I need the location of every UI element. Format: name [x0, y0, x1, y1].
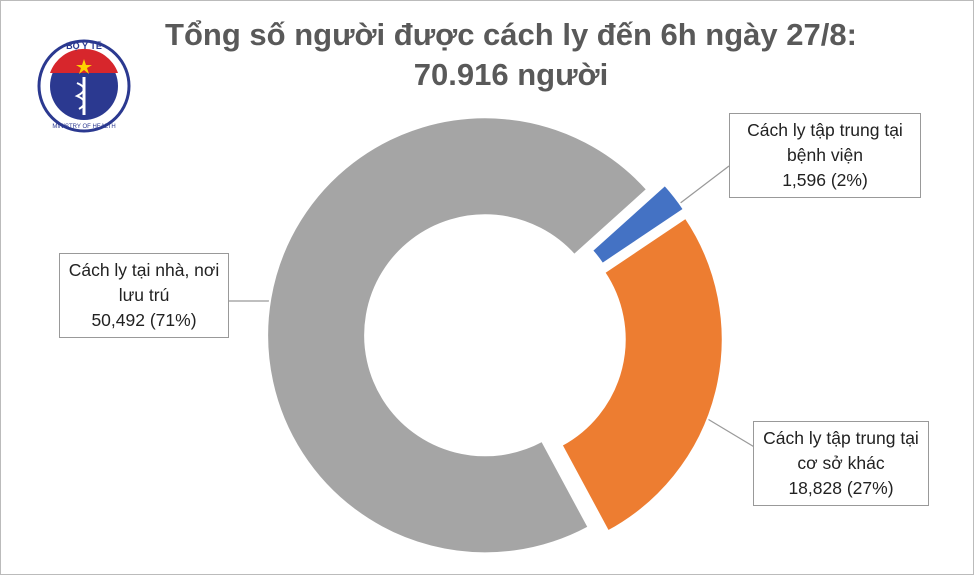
logo-bottom-text: MINISTRY OF HEALTH	[52, 124, 115, 130]
category-name: Cách ly tại nhà, nơi lưu trú	[68, 260, 220, 305]
donut-slice	[266, 116, 649, 555]
logo: BỘ Y TẾ MINISTRY OF HEALTH	[37, 39, 131, 133]
slice-label: Cách ly tập trung tại bệnh viện 1,596 (2%…	[729, 113, 921, 198]
logo-top-text: BỘ Y TẾ	[66, 40, 102, 51]
category-name: Cách ly tập trung tại cơ sở khác	[763, 428, 919, 473]
value-label: 50,492 (71%)	[91, 310, 197, 330]
category-name: Cách ly tập trung tại bệnh viện	[747, 120, 903, 165]
chart-title: Tổng số người được cách ly đến 6h ngày 2…	[165, 17, 857, 92]
slice-label: Cách ly tập trung tại cơ sở khác 18,828 (…	[753, 421, 929, 506]
donut-slice	[590, 183, 686, 266]
donut-slice	[560, 216, 724, 533]
value-label: 18,828 (27%)	[788, 478, 894, 498]
value-label: 1,596 (2%)	[782, 170, 868, 190]
slice-label: Cách ly tại nhà, nơi lưu trú 50,492 (71%)	[59, 253, 229, 338]
